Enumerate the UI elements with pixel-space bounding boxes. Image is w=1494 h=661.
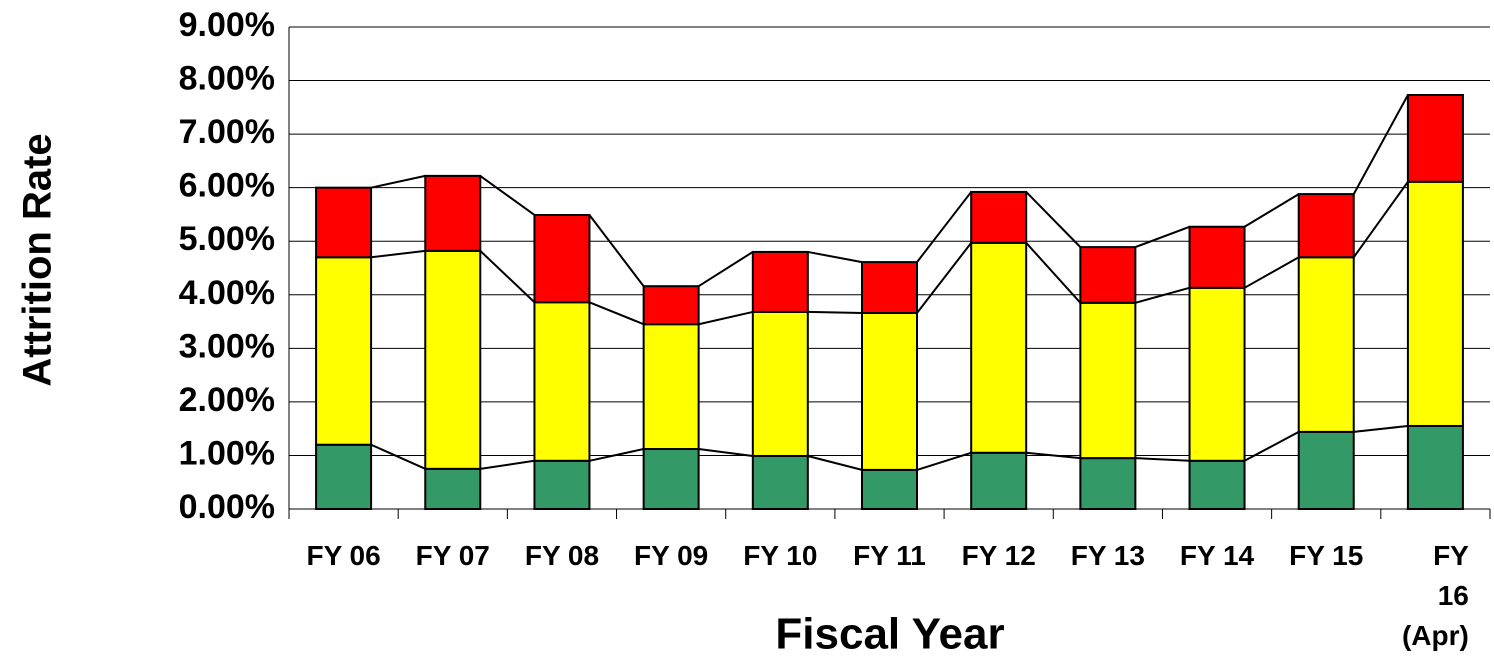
y-tick-label: 2.00% [179, 381, 275, 419]
series-connector [1135, 286, 1190, 304]
bar-segment [1406, 180, 1464, 427]
bar-segment [751, 310, 809, 457]
series-connector [807, 310, 863, 314]
series-connector [1352, 181, 1409, 258]
x-tick-label: FY 08 [524, 540, 600, 571]
series-connector [370, 443, 426, 470]
series-connector [370, 174, 426, 189]
series-connector [370, 249, 426, 259]
x-tick-label: FY 07 [415, 540, 490, 571]
series-connector [698, 448, 753, 457]
y-tick-label: 3.00% [179, 327, 275, 365]
bar-segment [1188, 225, 1246, 289]
bar-segment [861, 261, 918, 314]
bar-segment [642, 285, 700, 326]
bar-segment [1188, 286, 1246, 462]
series-connector [698, 251, 754, 288]
series-connector [480, 459, 535, 470]
bar-segment [1079, 246, 1137, 304]
series-connector [1352, 94, 1409, 195]
x-axis-title: Fiscal Year [775, 610, 1004, 659]
series-connector [1244, 256, 1300, 289]
series-connector [1135, 225, 1190, 249]
bar-segment [533, 459, 591, 510]
bar-segment [533, 213, 591, 304]
bar-segment [861, 468, 918, 511]
bar-segment [315, 443, 373, 511]
series-connector [1353, 424, 1409, 433]
bar-segment [533, 301, 591, 462]
y-tick-label: 7.00% [179, 113, 275, 151]
bar-segment [424, 467, 482, 511]
y-tick-label: 8.00% [179, 60, 275, 98]
x-tick-label: FY 15 [1289, 540, 1364, 571]
bar-segment [1406, 94, 1464, 183]
bar-segment [1297, 430, 1355, 511]
x-tick-label: FY 14 [1179, 540, 1255, 571]
bar-segment [1079, 457, 1137, 510]
bar-segment [970, 451, 1028, 510]
bar-segment [861, 311, 918, 471]
y-tick-label: 9.00% [179, 6, 275, 44]
bar-segment [1297, 256, 1355, 433]
bar-segment [970, 190, 1028, 244]
series-connector [698, 310, 754, 326]
series-connector [479, 250, 536, 304]
series-connector [1244, 193, 1300, 228]
series-connector [916, 242, 972, 314]
y-axis-title: Attrition Rate [16, 133, 60, 386]
series-connector [479, 175, 536, 216]
y-tick-label: 5.00% [179, 220, 275, 258]
y-tick-label: 4.00% [179, 274, 275, 312]
series-connector [1135, 457, 1190, 462]
series-connector [1025, 191, 1082, 248]
bar-segment [751, 250, 809, 313]
bar-segment [970, 241, 1028, 454]
bar-segment [424, 249, 482, 470]
series-connector [916, 451, 972, 471]
bar-segment [1406, 424, 1464, 510]
series-connector [807, 455, 863, 471]
x-tick-label: FY 12 [961, 540, 1036, 571]
series-connector [589, 301, 645, 326]
series-connector [1244, 430, 1300, 462]
x-tick-label: FY 09 [634, 540, 709, 571]
bar-segment [315, 256, 373, 446]
bar-segment [751, 454, 809, 511]
y-tick-label: 0.00% [179, 488, 275, 526]
bar-segment [1297, 193, 1355, 259]
x-tick-label: FY 13 [1070, 540, 1145, 571]
series-connector [588, 214, 645, 287]
series-connector [807, 250, 863, 264]
y-tick-label: 6.00% [179, 167, 275, 205]
y-tick-label: 1.00% [179, 434, 275, 472]
x-tick-label: FY 10 [743, 540, 818, 571]
x-tick-label: FY 16 (Apr) [1401, 540, 1469, 651]
bar-segment [1079, 301, 1137, 460]
bar-segment [315, 186, 373, 259]
series-connector [589, 448, 644, 462]
bar-segment [642, 323, 700, 451]
bar-segment [424, 174, 482, 252]
bar-segment [1188, 459, 1246, 510]
x-tick-label: FY 06 [306, 540, 381, 571]
x-tick-label: FY 11 [853, 540, 926, 571]
series-connector [1025, 242, 1082, 304]
bar-segment [642, 448, 700, 511]
series-connector [1026, 451, 1081, 460]
series-connector [916, 191, 972, 263]
